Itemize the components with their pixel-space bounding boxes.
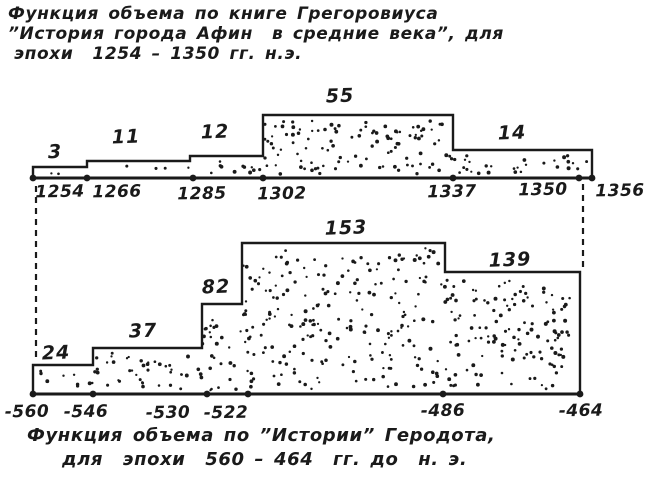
bottom-title-line1: Функция объема по ”Истории” Геродота, xyxy=(27,425,496,446)
value-label: 11 xyxy=(111,125,141,149)
value-label: 82 xyxy=(201,275,231,299)
tick-label: -486 xyxy=(420,400,466,422)
value-label: 12 xyxy=(200,120,230,144)
value-label: 24 xyxy=(41,341,71,365)
value-label: 14 xyxy=(497,121,527,145)
value-label: 3 xyxy=(47,140,63,164)
bottom-title-line2: для эпохи 560 – 464 гг. до н. э. xyxy=(62,449,468,470)
tick-label: 1350 xyxy=(518,179,568,201)
tick-label: 1356 xyxy=(595,180,645,202)
value-label: 153 xyxy=(324,216,368,240)
top-title-line2: ”История города Афин в средние века”, дл… xyxy=(8,24,504,44)
top-title-line3: эпохи 1254 – 1350 гг. н.э. xyxy=(14,44,303,64)
value-label: 37 xyxy=(128,319,158,343)
tick-label: 1285 xyxy=(177,183,227,205)
top-title-line1: Функция объема по книге Грегоровиуса xyxy=(8,4,439,24)
tick-label: -560 xyxy=(4,401,50,423)
tick-label: 1337 xyxy=(427,181,477,203)
tick-label: 1266 xyxy=(92,181,142,203)
value-label: 55 xyxy=(325,84,355,108)
tick-label: -546 xyxy=(63,401,109,423)
tick-label: -530 xyxy=(145,402,191,424)
value-label: 139 xyxy=(488,248,532,272)
tick-label: -464 xyxy=(558,400,604,422)
tick-label: -522 xyxy=(203,402,249,424)
tick-label: 1302 xyxy=(257,183,307,205)
tick-label: 1254 xyxy=(35,181,85,203)
